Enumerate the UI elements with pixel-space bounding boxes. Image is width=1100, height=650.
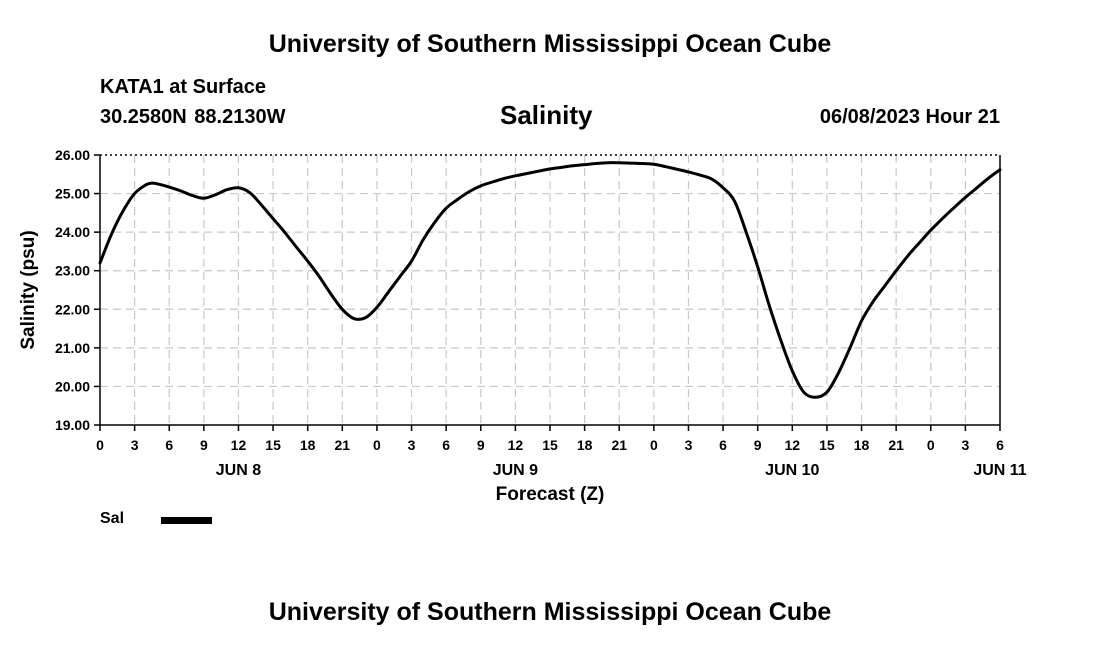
x-tick-label: 0: [650, 437, 658, 453]
x-tick-label: 0: [373, 437, 381, 453]
x-tick-label: 3: [408, 437, 416, 453]
forecast-datetime: 06/08/2023 Hour 21: [819, 106, 1000, 128]
x-tick-label: 15: [819, 437, 835, 453]
x-day-label: JUN 9: [493, 462, 538, 479]
station-coordinates: 30.2580N 88.2130W: [100, 106, 286, 128]
axes: [94, 154, 1001, 431]
x-tick-label: 21: [611, 437, 627, 453]
y-tick-label: 25.00: [55, 186, 90, 202]
x-tick-label: 0: [927, 437, 935, 453]
x-tick-label: 6: [719, 437, 727, 453]
x-tick-label: 15: [542, 437, 558, 453]
x-tick-label: 12: [785, 437, 801, 453]
y-tick-label: 21.00: [55, 340, 90, 356]
y-tick-label: 22.00: [55, 301, 90, 317]
y-tick-label: 24.00: [55, 224, 90, 240]
y-tick-label: 23.00: [55, 263, 90, 279]
x-tick-label: 18: [854, 437, 870, 453]
legend-label: Sal: [100, 510, 125, 527]
x-tick-label: 3: [685, 437, 693, 453]
station-name: KATA1 at Surface: [100, 76, 266, 98]
footer-title: University of Southern Mississippi Ocean…: [268, 598, 832, 626]
x-tick-label: 3: [131, 437, 139, 453]
x-tick-label: 18: [577, 437, 593, 453]
y-tick-label: 20.00: [55, 378, 90, 394]
x-tick-label: 6: [442, 437, 450, 453]
x-day-label: JUN 10: [765, 462, 819, 479]
x-tick-label: 18: [300, 437, 316, 453]
data-series: [98, 161, 1002, 399]
x-tick-label: 9: [754, 437, 762, 453]
axis-labels: 0 3 6 9 12 15 18 21 0 3 6 9 12 15 18 21 0 3 6 9 12 15 18 21 0 3 6 1…: [18, 147, 1027, 505]
x-tick-label: 21: [335, 437, 351, 453]
x-tick-label: 9: [200, 437, 208, 453]
grid-lines: [100, 155, 1000, 425]
y-tick-label: 26.00: [55, 147, 90, 163]
legend-swatch: [161, 517, 212, 524]
x-day-label: JUN 8: [216, 462, 261, 479]
x-tick-label: 21: [888, 437, 904, 453]
report-title: University of Southern Mississippi Ocean…: [268, 30, 832, 58]
x-tick-label: 15: [265, 437, 281, 453]
x-tick-label: 0: [96, 437, 104, 453]
x-tick-label: 3: [961, 437, 969, 453]
y-axis-title: Salinity (psu): [18, 230, 39, 349]
x-tick-label: 6: [165, 437, 173, 453]
chart-title: Salinity: [500, 100, 593, 130]
x-tick-label: 6: [996, 437, 1004, 453]
x-tick-label: 9: [477, 437, 485, 453]
x-day-label: JUN 11: [973, 462, 1026, 479]
y-tick-label: 19.00: [55, 417, 90, 433]
x-axis-title: Forecast (Z): [496, 484, 605, 505]
series-line-sal: [98, 161, 1002, 399]
x-tick-label: 12: [508, 437, 524, 453]
x-tick-label: 12: [231, 437, 247, 453]
